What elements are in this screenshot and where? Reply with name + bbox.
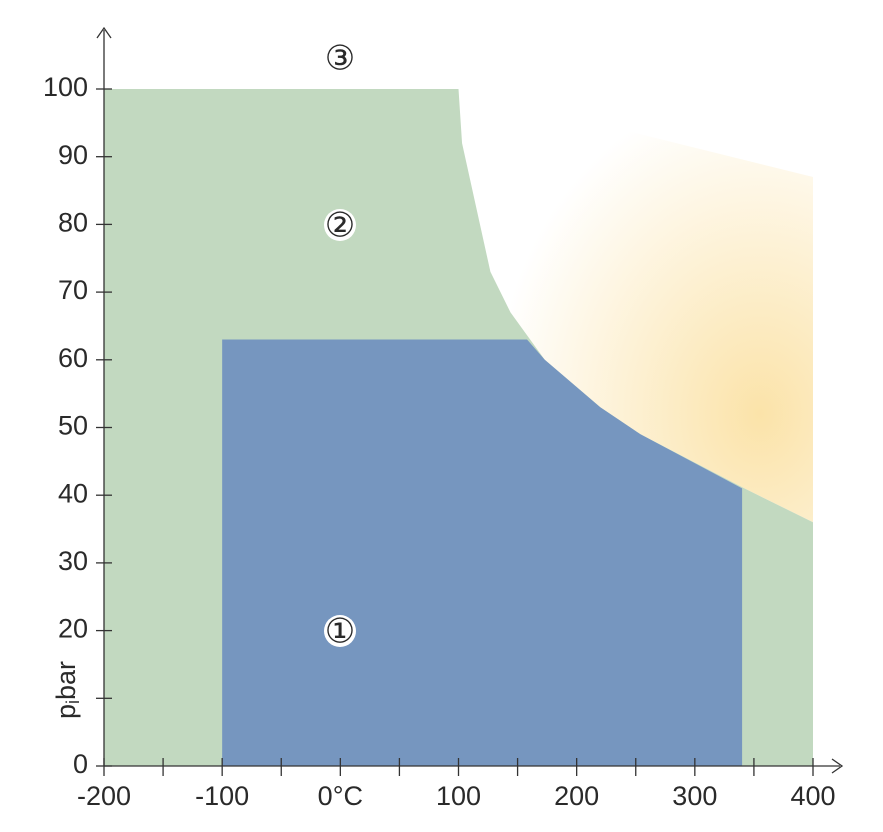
y-tick-label: 50 bbox=[58, 411, 88, 441]
annotation-bg bbox=[324, 615, 356, 647]
x-tick-label: 0°C bbox=[318, 781, 363, 811]
x-axis-arrow bbox=[831, 758, 844, 774]
y-axis-label: pibar bbox=[51, 661, 83, 719]
region bbox=[222, 339, 743, 766]
x-tick-label: -200 bbox=[77, 781, 131, 811]
annotation-bg bbox=[324, 42, 356, 74]
x-tick-label: 300 bbox=[672, 781, 717, 811]
y-tick-label: 70 bbox=[58, 275, 88, 305]
x-tick-label: -100 bbox=[195, 781, 249, 811]
y-tick-label: 20 bbox=[58, 614, 88, 644]
annotation: ③ bbox=[325, 39, 355, 79]
y-tick-label: 90 bbox=[58, 140, 88, 170]
x-tick-label: 400 bbox=[790, 781, 835, 811]
y-tick-label: 40 bbox=[58, 478, 88, 508]
y-tick-label: 80 bbox=[58, 208, 88, 238]
y-tick-label: 100 bbox=[43, 72, 88, 102]
annotation: ① bbox=[325, 612, 355, 652]
y-tick-label: 0 bbox=[73, 749, 88, 779]
x-tick-label: 100 bbox=[436, 781, 481, 811]
y-tick-label: 60 bbox=[58, 343, 88, 373]
y-tick-label: 30 bbox=[58, 546, 88, 576]
region bbox=[458, 89, 813, 523]
y-axis-arrow bbox=[96, 26, 112, 39]
annotation: ② bbox=[325, 206, 355, 246]
regions bbox=[104, 89, 813, 766]
x-tick-label: 200 bbox=[554, 781, 599, 811]
annotation-bg bbox=[324, 209, 356, 241]
